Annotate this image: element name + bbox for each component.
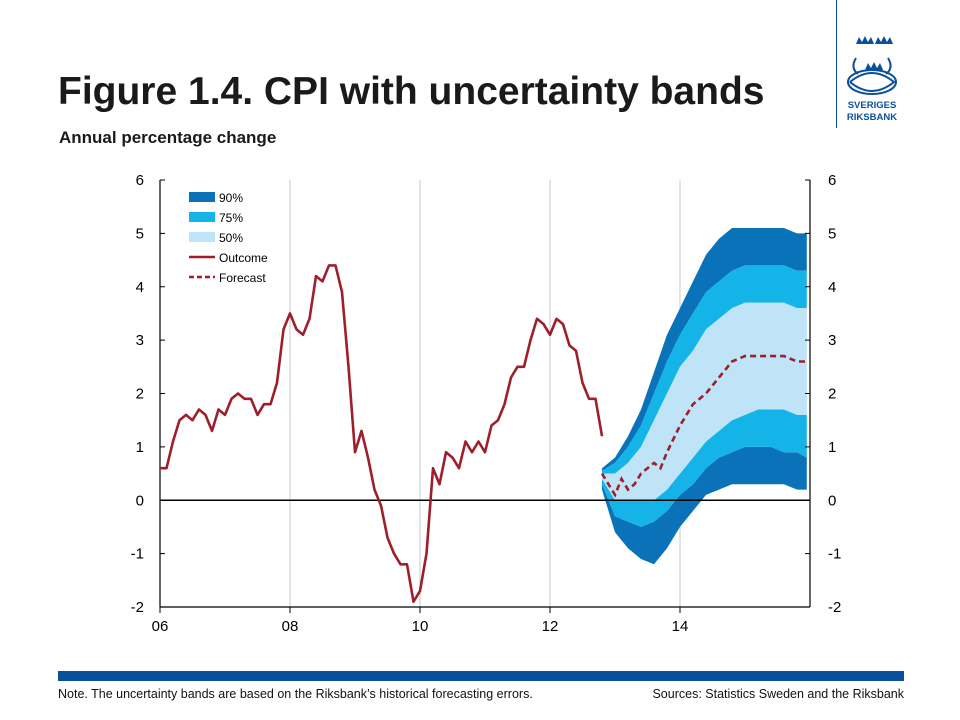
x-tick-label: 12 (542, 618, 559, 635)
y-tick-label-left: 6 (136, 172, 144, 189)
y-tick-label-left: -2 (131, 599, 144, 616)
x-tick-label: 14 (672, 618, 689, 635)
legend-label: Outcome (219, 251, 268, 265)
y-tick-label-right: -1 (828, 546, 841, 563)
y-tick-label-right: 3 (828, 332, 836, 349)
cpi-chart: 6 65 54 43 32 21 10 0-1 -1-2 -206 08 10 12 14 90%75%5… (131, 172, 842, 635)
y-tick-label-left: -1 (131, 546, 144, 563)
legend-swatch (189, 192, 215, 202)
y-tick-label-left: 4 (136, 279, 144, 296)
band-75-upper (602, 265, 807, 474)
outcome-line (160, 264, 604, 603)
y-tick-label-left: 5 (136, 225, 144, 242)
band-50 (602, 302, 807, 501)
legend: 90% 75% 50% Outcome Forecast (189, 191, 268, 285)
band-90-lower (602, 446, 807, 565)
legend-label: Forecast (219, 271, 266, 285)
legend-swatch (189, 212, 215, 222)
footnote: Note. The uncertainty bands are based on… (58, 687, 533, 701)
y-tick-label-right: 6 (828, 172, 836, 189)
y-tick-label-left: 0 (136, 492, 144, 509)
series-lines (160, 264, 807, 603)
y-tick-label-right: -2 (828, 599, 841, 616)
legend-swatch (189, 232, 215, 242)
logo-text-line2: RIKSBANK (847, 112, 897, 123)
y-tick-label-left: 3 (136, 332, 144, 349)
y-tick-label-right: 5 (828, 225, 836, 242)
y-tick-label-right: 0 (828, 492, 836, 509)
sources-text: Sources: Statistics Sweden and the Riksb… (652, 687, 904, 701)
y-tick-label-right: 1 (828, 439, 836, 456)
logo-text-line1: SVERIGES (848, 100, 897, 111)
band-90-upper (602, 228, 807, 471)
y-tick-label-right: 4 (828, 279, 836, 296)
legend-label: 50% (219, 231, 243, 245)
chart-subtitle: Annual percentage change (59, 128, 277, 147)
footer-bar (58, 671, 904, 681)
legend-label: 90% (219, 191, 243, 205)
axes: 6 65 54 43 32 21 10 0-1 -1-2 -206 08 10 12 14 (131, 172, 842, 635)
legend-label: 75% (219, 211, 243, 225)
y-tick-label-left: 2 (136, 386, 144, 403)
x-tick-label: 10 (412, 618, 429, 635)
riksbank-logo: SVERIGES RIKSBANK (836, 0, 897, 128)
chart-title: Figure 1.4. CPI with uncertainty bands (58, 70, 765, 113)
uncertainty-bands (602, 228, 807, 565)
grid-lines (289, 180, 681, 607)
band-75-lower (602, 409, 807, 527)
y-tick-label-right: 2 (828, 386, 836, 403)
x-tick-label: 06 (152, 618, 169, 635)
x-tick-label: 08 (282, 618, 299, 635)
y-tick-label-left: 1 (136, 439, 144, 456)
